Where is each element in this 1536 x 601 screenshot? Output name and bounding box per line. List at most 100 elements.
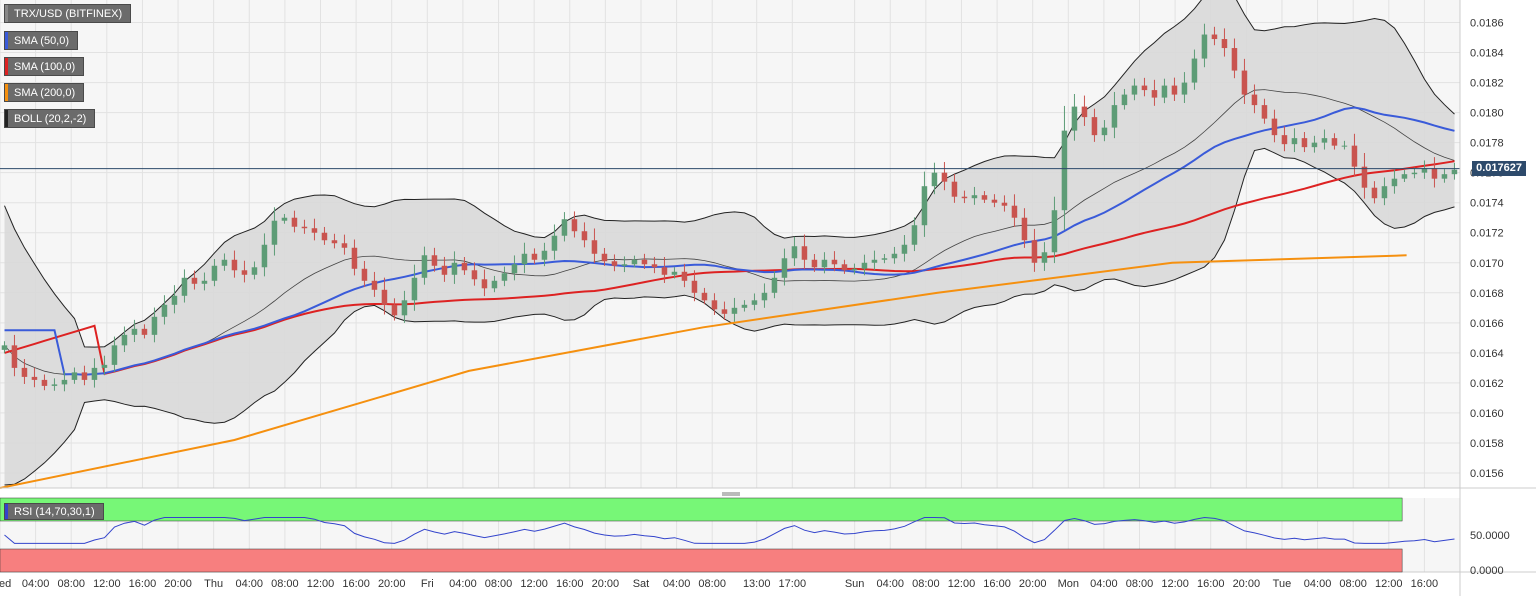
legend-swatch [5,32,8,49]
legend-sma200[interactable]: SMA (200,0) [4,83,85,102]
candle-body [1061,130,1068,211]
candle-body [981,195,988,200]
candle-body [1,345,8,350]
candle-body [991,199,998,203]
candle-body [841,264,848,271]
candle-body [781,258,788,278]
candle-body [521,253,528,265]
legend-sma50[interactable]: SMA (50,0) [4,31,79,50]
candle-body [1421,168,1428,173]
candle-body [761,292,768,301]
time-tick-label: 12:00 [1375,578,1403,590]
candle-body [1111,105,1118,128]
candle-body [81,372,88,380]
candle-body [211,265,218,281]
time-axis-labels: Wed 04:00 08:00 12:00 16:00 20:00 Thu 04:00 08:0… [0,578,1438,590]
last-price-tag: 0.017627 [1472,161,1526,177]
candle-body [21,367,28,377]
candle-body [1441,174,1448,179]
time-tick-label: Sun [845,578,865,590]
candle-body [681,271,688,281]
candle-body [961,196,968,199]
candle-body [391,304,398,316]
legend-boll[interactable]: BOLL (20,2,-2) [4,109,96,128]
candle-body [1281,135,1288,145]
time-tick-label: 04:00 [449,578,477,590]
candle-body [1091,117,1098,136]
price-tick-label: 0.0164 [1470,348,1504,360]
candle-body [1291,138,1298,145]
legend-title[interactable]: TRX/USD (BITFINEX) [4,4,132,23]
time-tick-label: 12:00 [93,578,121,590]
candle-body [571,219,578,232]
candle-body [341,243,348,248]
candle-body [1261,105,1268,119]
candle-body [31,376,38,380]
candle-body [1271,118,1278,136]
candle-body [801,246,808,260]
time-tick-label: 08:00 [1126,578,1154,590]
candle-body [331,240,338,244]
candle-body [201,280,208,284]
candle-body [1051,210,1058,253]
candle-body [1081,106,1088,118]
time-tick-label: 12:00 [948,578,976,590]
candle-body [741,304,748,308]
time-tick-label: 13:00 [743,578,771,590]
price-axis-labels: 0.0156 0.0158 0.0160 0.0162 0.0164 0.0166 0.01… [1470,18,1504,480]
candle-body [1241,70,1248,95]
candle-body [701,292,708,301]
candle-body [941,172,948,182]
candle-body [231,259,238,271]
candle-body [971,195,978,199]
legend-swatch [5,58,8,75]
price-tick-label: 0.0160 [1470,408,1504,420]
rsi-axis-labels: 50.0000 0.0000 [1470,530,1510,577]
candle-body [111,345,118,365]
candle-body [1311,142,1318,148]
pane-resize-handle[interactable] [722,492,740,496]
candle-body [371,280,378,290]
legend-title-label: TRX/USD (BITFINEX) [14,8,123,20]
legend-rsi-label: RSI (14,70,30,1) [14,506,95,518]
candle-body [931,172,938,187]
candle-body [831,259,838,265]
time-tick-label: 04:00 [876,578,904,590]
candle-body [1201,34,1208,59]
candle-body [1231,48,1238,71]
legend-swatch [5,504,8,519]
candle-body [1301,138,1308,148]
time-tick-label: 04:00 [22,578,50,590]
price-tick-label: 0.0182 [1470,78,1504,90]
candle-body [151,316,158,335]
legend-swatch [5,84,8,101]
candle-body [891,253,898,259]
candle-body [911,225,918,245]
candle-body [51,384,58,386]
candle-body [1121,94,1128,106]
candle-body [691,280,698,293]
legend-sma200-label: SMA (200,0) [14,87,76,99]
time-tick-label: 20:00 [378,578,406,590]
candle-body [811,259,818,268]
candle-body [411,277,418,301]
candle-body [1341,145,1348,147]
candle-body [711,300,718,310]
candle-body [491,280,498,289]
candle-body [561,219,568,236]
rsi-tick-label: 50.0000 [1470,530,1510,542]
candle-body [101,364,108,368]
time-tick-label: 08:00 [1339,578,1367,590]
time-tick-label: 04:00 [1304,578,1332,590]
time-tick-label: 12:00 [1161,578,1189,590]
legend-rsi[interactable]: RSI (14,70,30,1) [4,503,104,520]
candle-body [921,186,928,226]
time-tick-label: 16:00 [129,578,157,590]
legend-sma100[interactable]: SMA (100,0) [4,57,85,76]
rsi-tick-label: 0.0000 [1470,565,1504,577]
legend-swatch [5,110,8,127]
candle-body [621,264,628,266]
legend-swatch [5,5,8,22]
candle-body [1451,169,1458,175]
